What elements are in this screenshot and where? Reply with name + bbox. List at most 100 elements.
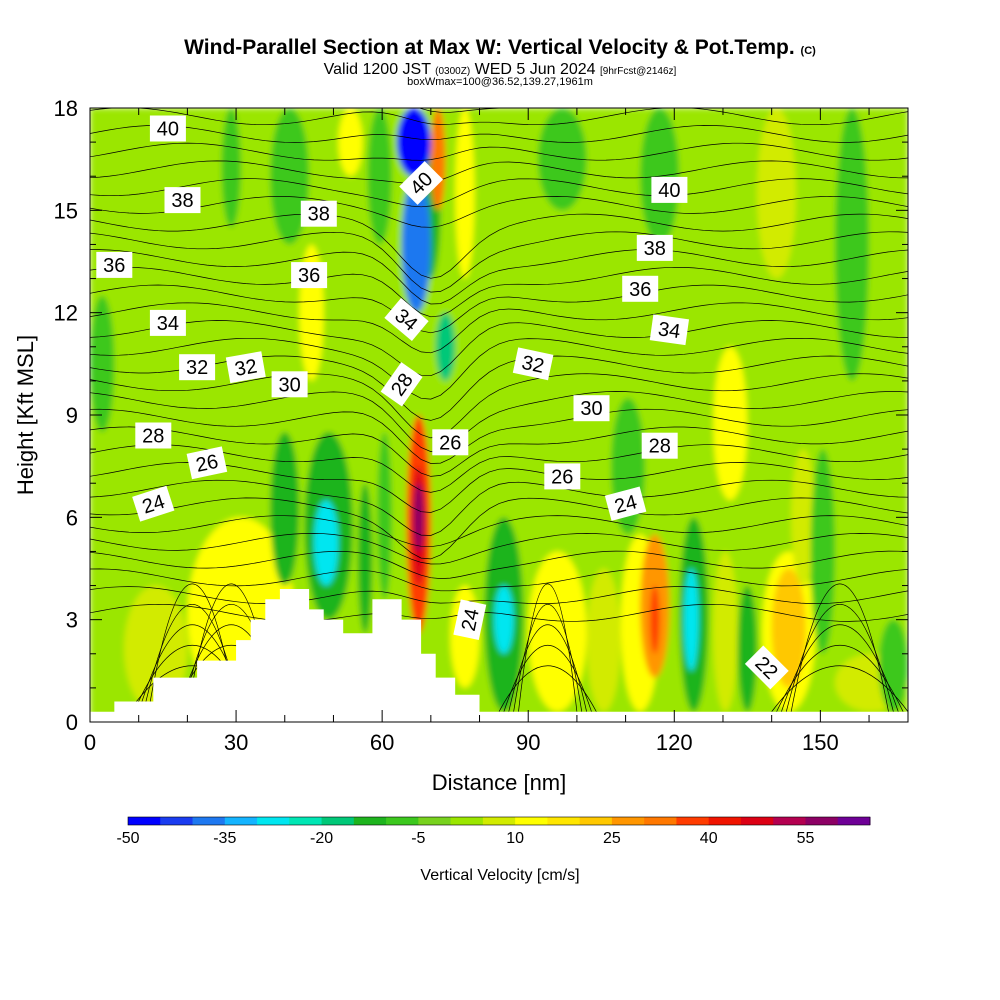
x-axis-label: Distance [nm] bbox=[432, 770, 567, 795]
colorbar-label: Vertical Velocity [cm/s] bbox=[420, 867, 579, 884]
theta-label-text: 38 bbox=[644, 238, 666, 260]
velocity-cell bbox=[713, 551, 738, 712]
isentrope-line bbox=[148, 583, 237, 712]
colorbar: -50 -35 -20 -5 10 25 40 55 bbox=[116, 816, 871, 847]
theta-label: 32 bbox=[179, 354, 216, 381]
theta-label-text: 36 bbox=[629, 279, 651, 301]
isentrope-line bbox=[90, 125, 908, 143]
colorbar-swatch bbox=[708, 817, 742, 825]
velocity-cell bbox=[313, 500, 339, 586]
x-tick-label: 150 bbox=[802, 730, 839, 755]
theta-label: 24 bbox=[453, 599, 487, 641]
isentrope-line bbox=[90, 337, 908, 400]
colorbar-tick-label: 10 bbox=[506, 830, 524, 847]
isentrope-line bbox=[90, 479, 908, 536]
theta-labels: 40 38 36 34 32 32 30 28 26 24 38 36 34 28 40 26 32 30 26 24… bbox=[96, 115, 789, 690]
velocity-cell bbox=[469, 108, 514, 245]
velocity-cell bbox=[413, 483, 424, 552]
y-tick-label: 3 bbox=[66, 608, 78, 633]
theta-label: 38 bbox=[164, 187, 201, 214]
x-tick-label: 0 bbox=[84, 730, 96, 755]
colorbar-swatch bbox=[611, 817, 645, 825]
theta-label: 24 bbox=[132, 485, 175, 522]
theta-label-text: 38 bbox=[171, 190, 193, 212]
box-info: boxWmax=100@36.52,139.27,1961m bbox=[407, 76, 593, 88]
isentrope-line bbox=[90, 355, 908, 421]
theta-label: 38 bbox=[300, 200, 337, 227]
colorbar-swatch bbox=[515, 817, 548, 825]
isentrope-line bbox=[90, 249, 908, 305]
theta-label-text: 30 bbox=[278, 374, 300, 396]
forecast-info: [9hrFcst@2146z] bbox=[600, 66, 677, 77]
velocity-cell bbox=[834, 108, 870, 381]
theta-label-text: 28 bbox=[649, 436, 671, 458]
isentrope-line bbox=[90, 603, 908, 622]
velocity-cell bbox=[357, 483, 373, 634]
isentrope-line bbox=[790, 583, 889, 712]
isentrope-line bbox=[90, 231, 908, 293]
x-tick-label: 60 bbox=[370, 730, 394, 755]
colorbar-tick-label: -5 bbox=[411, 830, 425, 847]
colorbar-swatch bbox=[386, 817, 419, 825]
isentrope-line bbox=[90, 586, 908, 604]
isentrope-line bbox=[90, 142, 908, 161]
velocity-cell bbox=[494, 585, 514, 654]
isentrope-line bbox=[90, 462, 908, 513]
colorbar-tick-label: -20 bbox=[310, 830, 333, 847]
x-axis: 0 30 60 90 120 150 bbox=[84, 108, 870, 755]
velocity-cell bbox=[810, 449, 835, 654]
colorbar-swatch bbox=[837, 817, 871, 825]
isentrope-line bbox=[503, 645, 592, 712]
colorbar-swatch bbox=[418, 817, 452, 825]
velocity-cell bbox=[377, 432, 392, 600]
velocity-cell bbox=[396, 108, 431, 177]
theta-label: 36 bbox=[622, 275, 659, 302]
velocity-cell bbox=[878, 619, 908, 712]
x-tick-label: 90 bbox=[516, 730, 540, 755]
isentrope-line bbox=[90, 178, 908, 208]
theta-label-text: 40 bbox=[157, 119, 179, 141]
isentrope-line bbox=[90, 160, 908, 185]
y-tick-label: 0 bbox=[66, 710, 78, 735]
isentrope-line bbox=[90, 302, 908, 354]
colorbar-swatch bbox=[644, 817, 677, 825]
theta-label-text: 38 bbox=[308, 204, 330, 226]
velocity-cell bbox=[338, 108, 363, 177]
velocity-cell bbox=[586, 568, 621, 712]
colorbar-swatch bbox=[805, 817, 839, 825]
isentrope-line bbox=[508, 624, 587, 712]
theta-label: 30 bbox=[271, 371, 308, 398]
x-tick-label: 120 bbox=[656, 730, 693, 755]
theta-label: 40 bbox=[149, 115, 186, 142]
velocity-cell bbox=[221, 108, 241, 228]
theta-label: 32 bbox=[225, 351, 266, 384]
theta-label: 36 bbox=[291, 262, 328, 289]
theta-label-text: 34 bbox=[657, 318, 682, 343]
velocity-cell bbox=[537, 108, 587, 211]
theta-label-text: 30 bbox=[580, 398, 602, 420]
colorbar-tick-label: -35 bbox=[213, 830, 236, 847]
theta-label-text: 32 bbox=[186, 357, 208, 379]
isentrope-line bbox=[90, 515, 908, 548]
velocity-cell bbox=[757, 108, 797, 279]
chart-subtitle: Valid 1200 JST (0300Z) WED 5 Jun 2024 [9… bbox=[323, 61, 677, 78]
isentrope-line bbox=[513, 603, 583, 712]
velocity-cell bbox=[401, 176, 431, 313]
x-tick-label: 30 bbox=[224, 730, 248, 755]
chart-title: Wind-Parallel Section at Max W: Vertical… bbox=[184, 36, 816, 59]
theta-label: 28 bbox=[641, 432, 678, 459]
y-tick-label: 9 bbox=[66, 403, 78, 428]
colorbar-tick-label: 25 bbox=[603, 830, 621, 847]
colorbar-swatch bbox=[482, 817, 516, 825]
theta-label: 38 bbox=[636, 234, 673, 261]
velocity-cell bbox=[708, 108, 738, 279]
isentrope-line bbox=[90, 320, 908, 377]
theta-label-text: 40 bbox=[658, 180, 680, 202]
isentrope-line bbox=[785, 604, 894, 712]
colorbar-swatch bbox=[579, 817, 613, 825]
isentrope-line bbox=[518, 583, 578, 712]
colorbar-swatch bbox=[353, 817, 387, 825]
velocity-cell bbox=[771, 568, 806, 688]
